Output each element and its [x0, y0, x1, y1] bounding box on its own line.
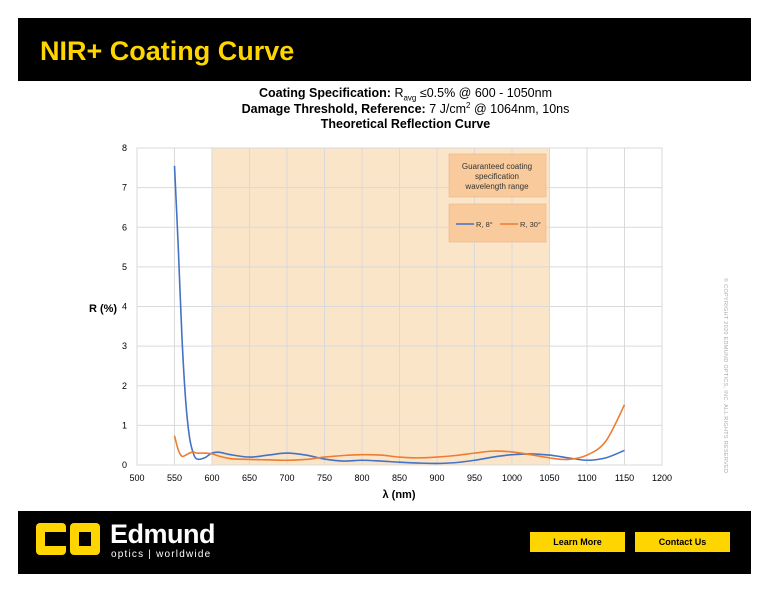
spec-line-coating: Coating Specification: Ravg ≤0.5% @ 600 … [18, 86, 776, 103]
chart-title: Theoretical Reflection Curve [320, 117, 491, 131]
legend [448, 203, 547, 243]
spec-coating-label: Coating Specification: [259, 86, 391, 100]
y-tick-label: 2 [122, 381, 127, 391]
y-tick-label: 8 [122, 143, 127, 153]
y-tick-label: 0 [122, 460, 127, 470]
x-axis-label: λ (nm) [383, 489, 416, 501]
brand-tagline: optics | worldwide [111, 549, 212, 560]
x-tick-label: 1150 [615, 473, 634, 483]
y-tick-label: 5 [122, 262, 127, 272]
legend-label-30deg: R, 30° [520, 220, 541, 229]
contact-us-button[interactable]: Contact Us [635, 532, 730, 552]
x-tick-label: 950 [467, 473, 482, 483]
spec-damage-value: 7 J/cm2 @ 1064nm, 10ns [429, 101, 570, 117]
spec-coating-r: Ravg [394, 86, 417, 103]
x-tick-label: 750 [317, 473, 332, 483]
page-title: NIR+ Coating Curve [40, 36, 295, 66]
copyright-notice: © COPYRIGHT 2020 EDMUND OPTICS, INC. ALL… [722, 278, 728, 474]
edmund-logo-icon[interactable] [36, 523, 100, 555]
x-tick-label: 800 [354, 473, 369, 483]
x-tick-label: 850 [392, 473, 407, 483]
y-tick-label: 4 [122, 302, 127, 312]
x-tick-label: 1050 [539, 473, 559, 483]
footer-bar: Edmund optics | worldwide Learn More Con… [18, 511, 751, 574]
legend-label-8deg: R, 8° [476, 220, 493, 229]
x-tick-label: 600 [204, 473, 219, 483]
spec-coating-value: ≤0.5% @ 600 - 1050nm [419, 86, 552, 100]
x-tick-label: 500 [129, 473, 144, 483]
y-tick-label: 7 [122, 183, 127, 193]
brand-name: Edmund [110, 519, 216, 549]
x-tick-label: 1100 [577, 473, 596, 483]
x-tick-label: 1200 [652, 473, 672, 483]
spec-damage-label: Damage Threshold, Reference: [241, 102, 426, 117]
spec-line-damage: Damage Threshold, Reference: 7 J/cm2 @ 1… [18, 101, 776, 116]
band-annotation-box [448, 153, 547, 198]
learn-more-button[interactable]: Learn More [530, 532, 625, 552]
x-tick-label: 550 [167, 473, 182, 483]
y-tick-label: 1 [122, 420, 127, 430]
band-annotation-text: Guaranteed coating specification wavelengt… [462, 162, 532, 191]
x-tick-label: 1000 [502, 473, 522, 483]
x-tick-label: 900 [429, 473, 444, 483]
y-axis-label: R (%) [89, 303, 117, 315]
header-bar: NIR+ Coating Curve [18, 18, 751, 81]
x-tick-label: 650 [242, 473, 257, 483]
y-tick-label: 3 [122, 341, 127, 351]
series-line-30deg [173, 404, 626, 462]
x-tick-label: 700 [279, 473, 294, 483]
y-tick-label: 6 [122, 222, 127, 232]
